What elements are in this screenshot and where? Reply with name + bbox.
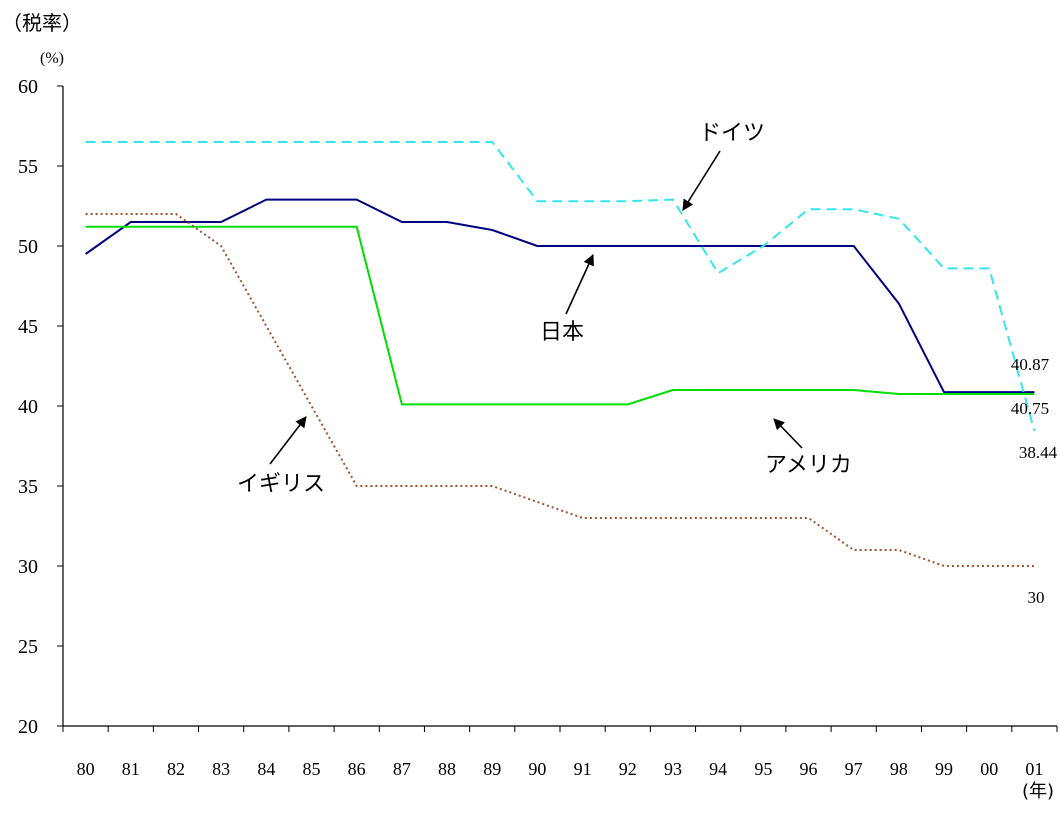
arrow-usa: [773, 418, 803, 449]
x-tick-label: 89: [483, 759, 501, 779]
arrow-germany: [682, 150, 721, 211]
x-tick-label: 80: [77, 759, 95, 779]
x-tick-label: 88: [438, 759, 456, 779]
x-tick-label: 84: [257, 759, 275, 779]
y-tick-label: 45: [18, 316, 38, 338]
x-tick-label: 99: [935, 759, 953, 779]
series-line-3: [85, 213, 1035, 567]
y-axis-ticks: 20 25 30 35 40 45 50 55 60: [18, 76, 63, 738]
x-tick-label: 96: [800, 759, 818, 779]
x-tick-label: 82: [167, 759, 185, 779]
axes: [62, 86, 1057, 727]
y-tick-label: 35: [18, 476, 38, 498]
series-label-usa: アメリカ: [765, 453, 852, 478]
x-tick-label: 83: [212, 759, 230, 779]
x-tick-label: 91: [574, 759, 592, 779]
end-value-label: 30: [1028, 588, 1045, 607]
y-axis-title: （税率）: [2, 11, 82, 35]
y-tick-label: 55: [18, 156, 38, 178]
y-tick-label: 50: [18, 236, 38, 258]
x-tick-label: 90: [528, 759, 546, 779]
x-tick-label: 00: [980, 759, 998, 779]
x-tick-label: 86: [348, 759, 366, 779]
series-line-0: [85, 198, 1035, 394]
x-tick-label: 98: [890, 759, 908, 779]
series-lines: [85, 141, 1036, 567]
x-tick-label: 01: [1025, 759, 1043, 779]
end-value-label: 40.75: [1011, 399, 1049, 418]
series-label-japan: 日本: [540, 320, 584, 345]
y-tick-label: 25: [18, 636, 38, 658]
y-tick-label: 60: [18, 76, 38, 98]
y-tick-label: 30: [18, 556, 38, 578]
series-label-uk: イギリス: [237, 472, 325, 497]
series-label-germany: ドイツ: [699, 121, 765, 146]
y-axis-unit: (%): [40, 50, 64, 67]
x-axis-unit: (年): [1022, 781, 1054, 802]
end-value-label: 38.44: [1019, 443, 1058, 462]
x-tick-label: 81: [122, 759, 140, 779]
series-line-2: [85, 141, 1036, 432]
x-tick-label: 93: [664, 759, 682, 779]
x-axis-ticks: 80 81 82 83 84 85 86 87 88 89 90 91 92 93 94 95 96 97 98 99…: [62, 726, 1058, 779]
end-value-label: 40.87: [1011, 355, 1050, 374]
x-tick-label: 95: [754, 759, 772, 779]
arrow-uk: [269, 416, 307, 465]
end-value-labels: 40.87 40.75 38.44 30: [1011, 355, 1058, 607]
x-tick-label: 92: [619, 759, 637, 779]
y-tick-label: 20: [18, 716, 38, 738]
x-tick-label: 97: [845, 759, 863, 779]
series-line-1: [85, 225, 1035, 406]
y-tick-label: 40: [18, 396, 38, 418]
x-tick-label: 85: [303, 759, 321, 779]
x-tick-label: 87: [393, 759, 411, 779]
arrow-japan: [565, 253, 594, 315]
x-tick-label: 94: [709, 759, 727, 779]
